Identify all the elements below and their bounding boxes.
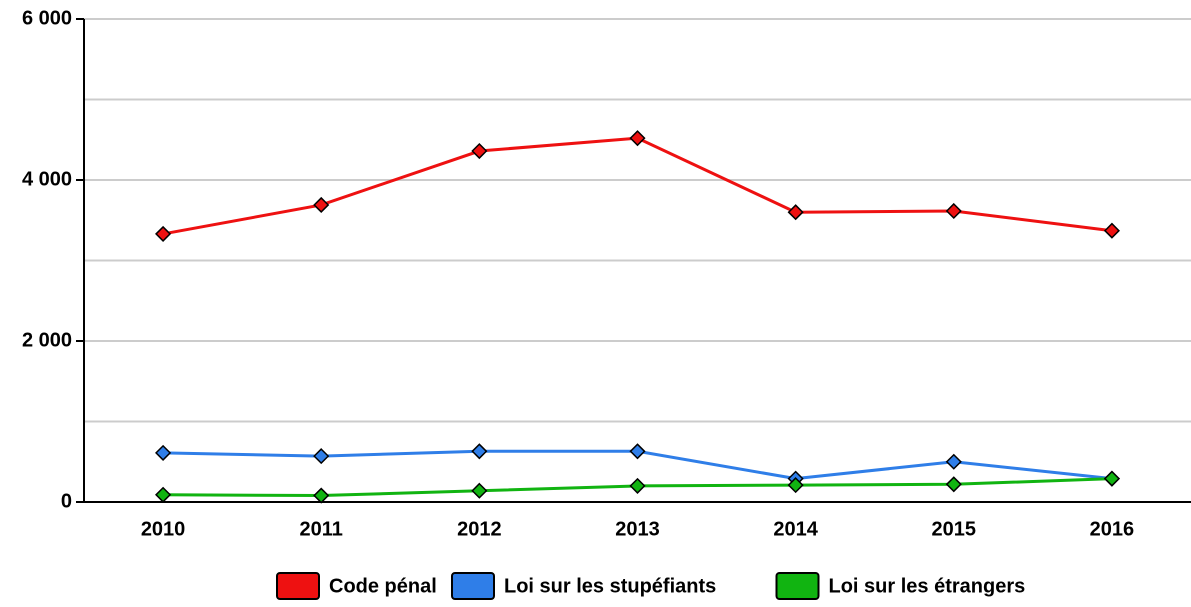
data-point: [155, 486, 172, 503]
data-point: [787, 204, 804, 221]
x-tick-label: 2011: [300, 518, 343, 540]
data-point: [313, 196, 330, 214]
data-point: [313, 448, 330, 465]
data-point: [155, 444, 172, 461]
series-line: [162, 136, 1113, 236]
data-point: [313, 487, 330, 504]
data-point: [471, 142, 488, 160]
x-tick-label: 2015: [932, 518, 977, 540]
data-point: [155, 225, 172, 242]
legend-swatch: [451, 572, 495, 600]
legend-swatch: [276, 572, 320, 600]
data-point: [629, 477, 646, 494]
x-tick-label: 2013: [615, 518, 660, 540]
data-point: [629, 443, 646, 460]
y-tick-label: 6 000: [22, 7, 72, 29]
x-tick-label: 2010: [141, 518, 186, 540]
data-point: [787, 477, 804, 494]
y-tick-label: 2 000: [22, 329, 72, 351]
x-tick-label: 2014: [773, 518, 818, 540]
data-point: [1103, 222, 1120, 239]
data-point: [629, 130, 646, 147]
y-tick-label: 4 000: [22, 168, 72, 190]
x-tick-label: 2012: [457, 518, 502, 540]
data-point: [471, 443, 488, 460]
legend-label: Loi sur les étrangers: [829, 575, 1026, 597]
x-tick-label: 2016: [1090, 518, 1135, 540]
data-point: [1103, 470, 1120, 487]
data-point: [471, 482, 488, 499]
legend-swatch: [775, 572, 820, 600]
data-point: [945, 453, 962, 470]
data-point: [945, 202, 962, 220]
legend-label: Loi sur les stupéfiants: [504, 575, 716, 597]
data-point: [945, 476, 962, 493]
legend-label: Code pénal: [329, 575, 437, 597]
y-tick-label: 0: [61, 490, 72, 512]
